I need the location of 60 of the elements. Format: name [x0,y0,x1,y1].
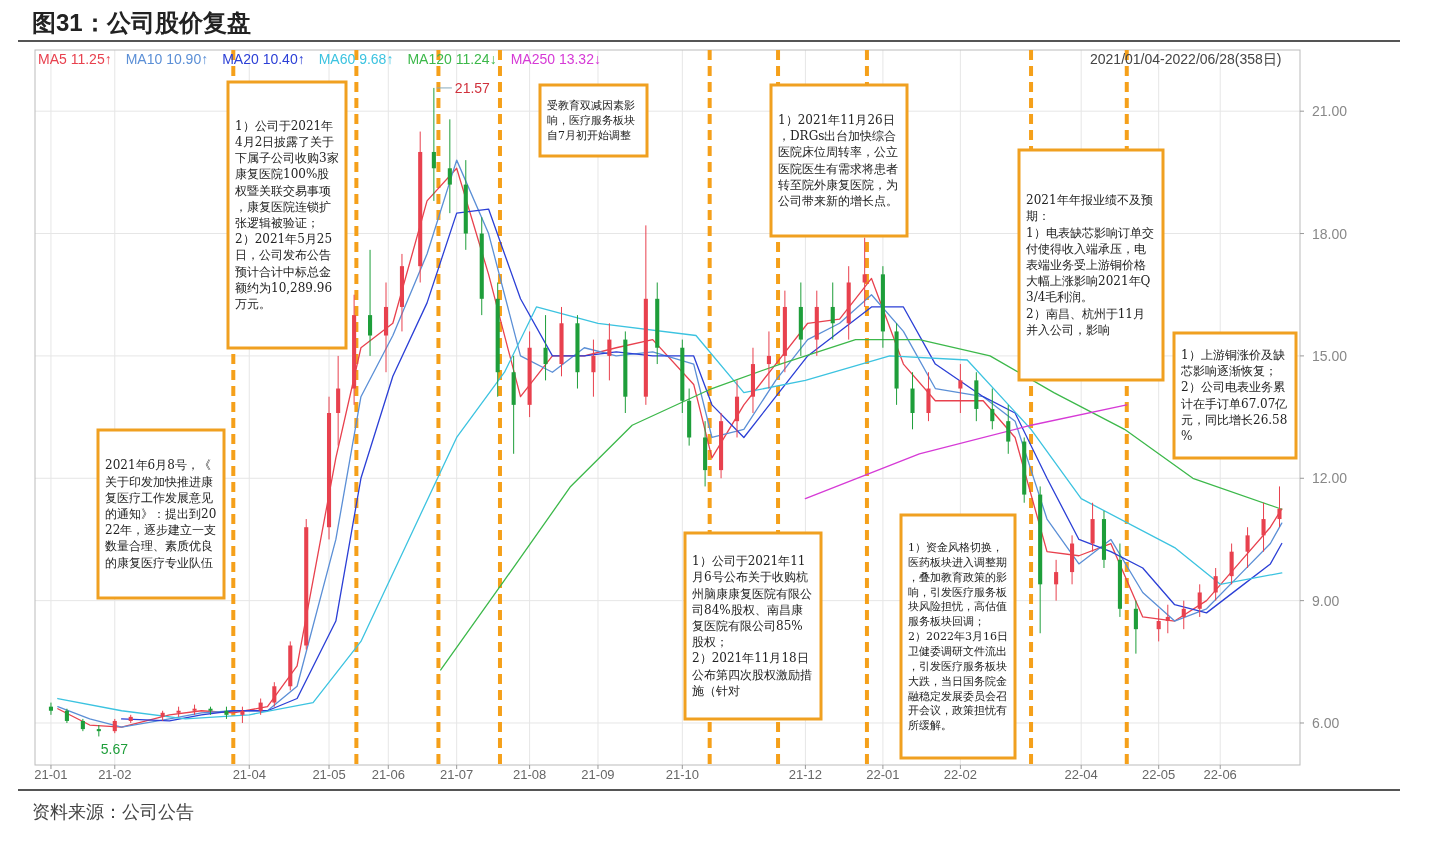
x-tick-label: 21-04 [232,767,266,782]
candlestick [862,237,867,308]
candlestick [1181,600,1186,630]
x-tick-label: 22-01 [866,767,900,782]
y-tick-label: 15.00 [1312,347,1348,364]
annotation: 受教育双减因素影响，医疗服务板块自7月初开始调整 [547,99,635,142]
x-tick-label: 22-04 [1064,767,1098,782]
x-tick-label: 22-02 [943,767,978,782]
candlestick [1156,608,1161,642]
annotation: 21.57 [454,79,491,96]
x-tick-label: 21-05 [312,767,346,782]
candlestick [543,314,548,381]
candlestick [1261,502,1266,553]
candlestick [1054,559,1059,602]
text: MA250 13.32↓ [510,51,601,67]
x-tick-label: 22-06 [1203,767,1237,782]
chart-title: 图31：公司股价复盘 [32,9,251,36]
x-tick-label: 21-06 [371,767,405,782]
annotation: 1）上游铜涨价及缺芯影响逐渐恢复； 2）公司电表业务累计在手订单67.07亿元，同比增长26.58% [1180,347,1288,443]
text: MA120 11.24↓ [407,51,497,67]
candlestick [368,249,373,357]
annotation: 2021/01/04-2022/06/28(358日) [1090,51,1282,67]
candlestick [447,118,452,214]
candlestick [1133,600,1138,655]
candlestick [1006,404,1011,455]
text: MA5 11.25↑ [38,51,112,67]
text: MA20 10.40↑ [222,51,305,67]
annotation: 5.67 [100,741,129,758]
y-tick-label: 21.00 [1312,103,1348,120]
annotation: 2021年6月8号，《关于印发加快推进康复医疗工作发展意见的通知》：提出到2022年，逐步建立一支数量合理、素质优良的康复医疗专业队伍 [105,458,217,570]
x-tick-label: 22-05 [1142,767,1176,782]
x-tick-label: 21-10 [665,767,699,782]
candlestick [591,339,596,398]
candlestick [1277,485,1282,528]
candlestick [766,330,771,390]
candlestick [958,363,963,414]
candlestick [1197,583,1202,618]
candlestick [1213,567,1218,602]
candlestick [830,281,835,341]
x-tick-label: 21-07 [440,767,474,782]
candlestick [1245,526,1250,569]
y-tick-label: 18.00 [1312,225,1348,242]
x-tick-label: 21-12 [788,767,823,782]
candlestick [431,87,436,202]
candlestick [48,702,53,716]
annotation: 1）2021年11月26日，DRGs出台加快综合医院床位周转率，公立医院医生有需求将患者转至院外康复医院，为公司带来新的增长点。 [778,112,898,208]
x-tick-label: 21-09 [581,767,615,782]
candlestick [607,322,612,381]
candlestick [990,388,995,430]
x-tick-label: 21-01 [34,767,68,782]
y-tick-label: 6.00 [1312,714,1340,731]
y-tick-label: 9.00 [1312,592,1340,609]
x-tick-label: 21-02 [98,767,132,782]
text: 资料来源：公司公告 [32,802,194,822]
x-tick-label: 21-08 [512,767,547,782]
candlestick [1165,604,1170,634]
text: MA10 10.90↑ [125,51,209,67]
y-tick-label: 12.00 [1312,470,1348,487]
candlestick [272,681,277,708]
text: MA60 9.68↑ [318,51,394,67]
